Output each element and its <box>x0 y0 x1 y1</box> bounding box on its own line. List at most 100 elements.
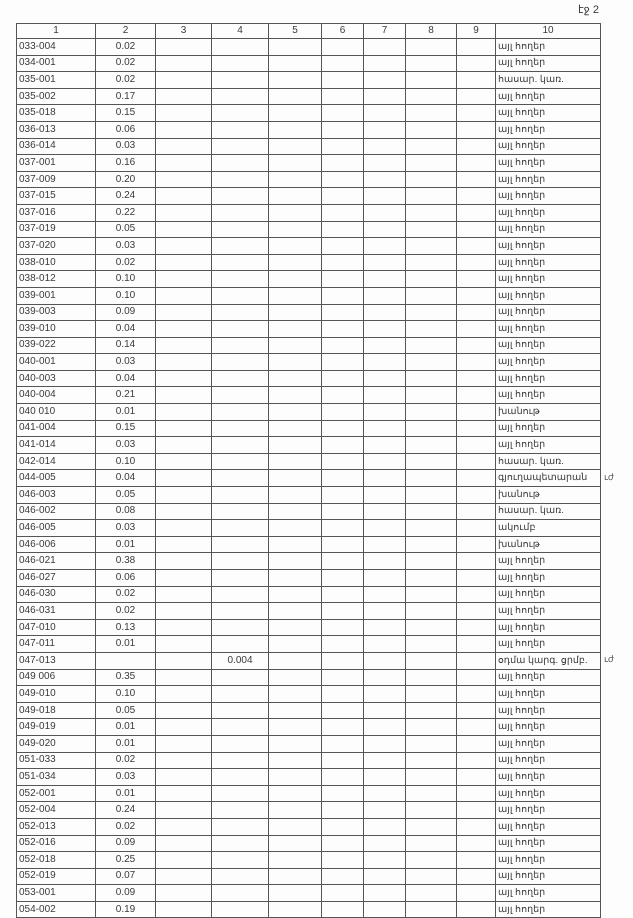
cell-col7 <box>363 502 406 521</box>
table-row: 052-013 0.02 այլ հողեր <box>16 817 601 836</box>
cell-col5 <box>268 602 322 620</box>
cell-col7 <box>363 270 406 288</box>
cell-col7 <box>363 569 406 587</box>
cell-col5 <box>268 817 322 836</box>
land-use-cell: այլ հողեր <box>495 569 601 587</box>
cell-col5 <box>268 701 322 720</box>
cell-col6 <box>321 701 364 720</box>
cell-col9 <box>456 336 496 355</box>
column-header-8: 8 <box>405 23 457 39</box>
table-row: 039-010 0.04 այլ հողեր <box>16 320 601 338</box>
cell-col3 <box>155 486 212 504</box>
cell-col9 <box>456 419 496 438</box>
table-row: 039-001 0.10 այլ հողեր <box>16 286 601 305</box>
cell-col5 <box>268 552 322 570</box>
cell-col3 <box>155 436 212 454</box>
plot-id-cell: 046-021 <box>16 552 96 570</box>
plot-id-cell: 041-004 <box>16 419 96 438</box>
table-row: 034-001 0.02 այլ հողեր <box>16 54 601 73</box>
cell-col9 <box>456 867 496 886</box>
cell-col9 <box>456 286 496 305</box>
table-row: 036-013 0.06 այլ հողեր <box>16 120 601 139</box>
cell-col7 <box>363 187 406 205</box>
table-row: 046-031 0.02 այլ հողեր <box>16 602 601 620</box>
cell-col8 <box>405 685 457 703</box>
cell-col9 <box>456 519 496 537</box>
land-use-cell: այլ հողեր <box>495 320 601 338</box>
plot-id-cell: 046-002 <box>16 502 96 521</box>
cell-col9 <box>456 253 496 272</box>
cell-col9 <box>456 701 496 720</box>
cell-col9 <box>456 87 496 106</box>
area-cell: 0.21 <box>95 386 156 405</box>
cell-col5 <box>268 386 322 405</box>
cell-col6 <box>321 403 364 421</box>
cell-col7 <box>363 353 406 371</box>
area-cell: 0.04 <box>95 369 156 388</box>
plot-id-cell: 033-004 <box>16 38 96 56</box>
plot-id-cell: 038-012 <box>16 270 96 288</box>
area-cell: 0.09 <box>95 884 156 902</box>
table-row: 041-014 0.03 այլ հողեր <box>16 436 601 454</box>
cell-col9 <box>456 734 496 753</box>
land-use-cell: այլ հողեր <box>495 203 601 222</box>
plot-id-cell: 035-001 <box>16 71 96 89</box>
table-row: 046-030 0.02 այլ հողեր <box>16 585 601 604</box>
cell-col7 <box>363 137 406 156</box>
area-cell: 0.35 <box>95 668 156 687</box>
margin-note: ւժ <box>604 471 614 482</box>
cell-col3 <box>155 386 212 405</box>
cell-col5 <box>268 369 322 388</box>
area-cell: 0.05 <box>95 486 156 504</box>
land-use-cell: այլ հողեր <box>495 253 601 272</box>
table-row: 046-006 0.01 խանութ <box>16 535 601 554</box>
cell-col9 <box>456 220 496 239</box>
area-cell: 0.38 <box>95 552 156 570</box>
cell-col9 <box>456 718 496 736</box>
cell-col5 <box>268 486 322 504</box>
cell-col7 <box>363 54 406 73</box>
cell-col6 <box>321 419 364 438</box>
cell-col5 <box>268 768 322 786</box>
cell-col8 <box>405 270 457 288</box>
cell-col3 <box>155 718 212 736</box>
cell-col6 <box>321 635 364 653</box>
area-cell <box>95 651 156 670</box>
cell-col6 <box>321 867 364 886</box>
cell-col3 <box>155 286 212 305</box>
col4-cell <box>211 203 269 222</box>
cell-col5 <box>268 154 322 172</box>
cell-col7 <box>363 685 406 703</box>
table-row: 053-001 0.09 այլ հողեր <box>16 884 601 902</box>
area-cell: 0.09 <box>95 303 156 322</box>
table-row: 037-015 0.24 այլ հողեր <box>16 187 601 205</box>
plot-id-cell: 052-018 <box>16 851 96 869</box>
cell-col6 <box>321 685 364 703</box>
col4-cell <box>211 353 269 371</box>
plot-id-cell: 041-014 <box>16 436 96 454</box>
cell-col5 <box>268 834 322 853</box>
cell-col5 <box>268 220 322 239</box>
cell-col9 <box>456 137 496 156</box>
table-row: 052-016 0.09 այլ հողեր <box>16 834 601 853</box>
cell-col6 <box>321 220 364 239</box>
col4-cell <box>211 884 269 902</box>
cell-col8 <box>405 851 457 869</box>
col4-cell <box>211 38 269 56</box>
cell-col6 <box>321 486 364 504</box>
cell-col8 <box>405 87 457 106</box>
cell-col8 <box>405 436 457 454</box>
cell-col5 <box>268 469 322 488</box>
cell-col3 <box>155 768 212 786</box>
cell-col3 <box>155 851 212 869</box>
cell-col9 <box>456 303 496 322</box>
page-number: էջ 2 <box>578 4 599 16</box>
cell-col3 <box>155 817 212 836</box>
cell-col5 <box>268 120 322 139</box>
col4-cell: 0.004 <box>211 651 269 670</box>
cell-col8 <box>405 651 457 670</box>
land-use-cell: այլ հողեր <box>495 784 601 803</box>
table-row: 035-018 0.15 այլ հողեր <box>16 104 601 122</box>
plot-id-cell: 039-003 <box>16 303 96 322</box>
column-header-6: 6 <box>321 23 364 39</box>
